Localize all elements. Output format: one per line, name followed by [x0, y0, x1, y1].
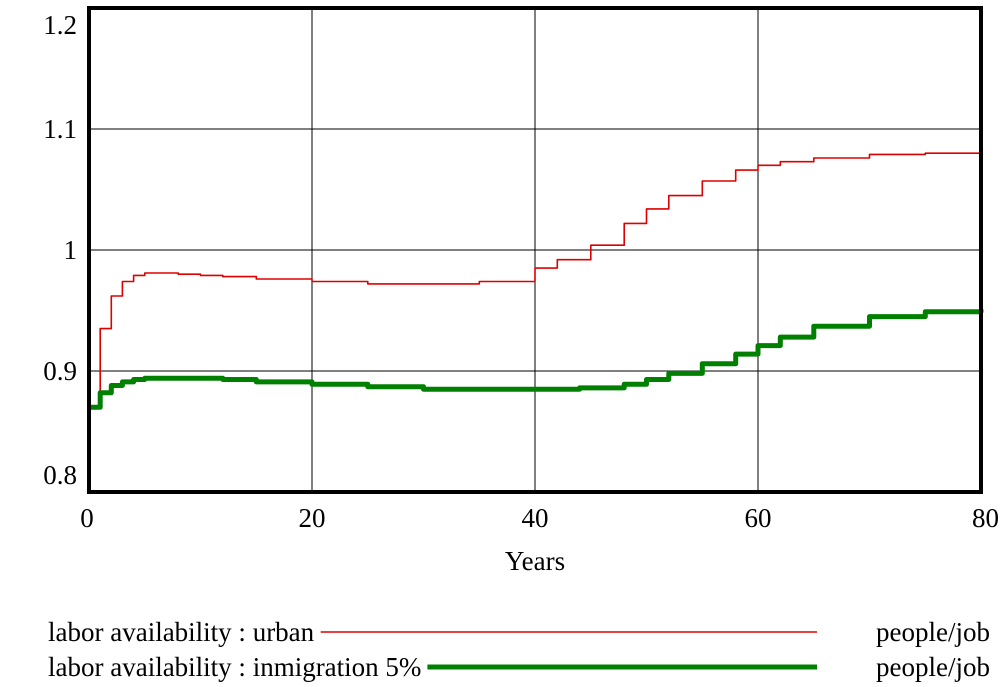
- y-tick-labels: 1.2 1.1 1 0.9 0.8: [43, 10, 77, 490]
- legend: labor availability : urban people/job labo…: [48, 617, 990, 682]
- grid-lines: [89, 8, 981, 492]
- y-tick-label: 1: [64, 235, 78, 265]
- series-line-2: [89, 309, 984, 410]
- y-tick-label: 0.8: [43, 460, 77, 490]
- x-tick-label: 20: [299, 503, 326, 533]
- legend-unit: people/job: [876, 617, 990, 647]
- series-lines: [89, 152, 984, 410]
- x-tick-label: 60: [745, 503, 772, 533]
- x-tick-label: 0: [80, 503, 94, 533]
- x-tick-label: 80: [972, 503, 999, 533]
- x-tick-labels: 0 20 40 60 80: [80, 503, 999, 533]
- y-tick-label: 0.9: [43, 356, 77, 386]
- plot-frame: [87, 6, 983, 494]
- series-line-1: [89, 152, 982, 409]
- x-tick-label: 40: [522, 503, 549, 533]
- legend-unit: people/job: [876, 652, 990, 682]
- x-axis-label: Years: [505, 546, 565, 576]
- legend-label: labor availability : inmigration 5%: [48, 652, 421, 682]
- y-tick-label: 1.2: [43, 10, 77, 40]
- legend-label: labor availability : urban: [48, 617, 315, 647]
- y-tick-label: 1.1: [43, 114, 77, 144]
